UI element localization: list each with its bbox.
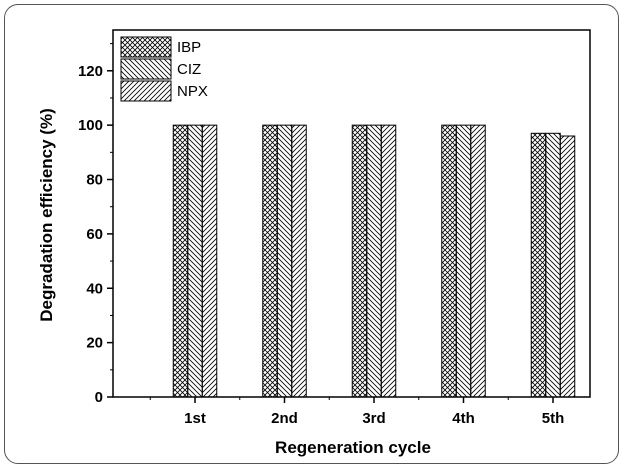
y-tick-label: 40 [86, 280, 103, 297]
bar-ibp-4th [441, 124, 457, 398]
y-tick-label: 20 [86, 335, 103, 352]
bar-npx-4th [470, 124, 486, 398]
bar-ciz-3rd [366, 124, 382, 398]
bar-ibp-2nd [262, 124, 278, 398]
x-tick-label: 2nd [271, 410, 298, 427]
legend-label-npx: NPX [177, 83, 208, 100]
x-axis-ticks: 1st 2nd 3rd 4th 5th [149, 397, 565, 427]
bar-npx-1st [201, 124, 218, 398]
x-axis-title: Regeneration cycle [275, 438, 431, 457]
x-tick-label: 4th [452, 410, 475, 427]
bar-ciz-2nd [276, 124, 293, 398]
legend-swatch-ibp [120, 36, 172, 58]
bar-npx-2nd [291, 124, 307, 398]
legend: IBP CIZ NPX [118, 34, 236, 104]
legend-swatch-ciz [120, 58, 172, 80]
y-tick-label: 120 [78, 63, 103, 80]
legend-label-ciz: CIZ [177, 61, 201, 78]
legend-swatch-npx [120, 80, 172, 102]
bar-ciz-4th [455, 124, 472, 398]
bar-ciz-5th [545, 132, 561, 398]
plot-area [112, 29, 591, 398]
bar-ibp-1st [172, 124, 189, 398]
axis-frame [112, 29, 591, 398]
x-tick-label: 1st [184, 410, 206, 427]
y-axis-ticks: 0 20 40 60 80 100 120 [78, 43, 113, 406]
bar-npx-5th [559, 135, 576, 398]
y-tick-label: 80 [86, 172, 103, 189]
bars-group [172, 124, 576, 398]
x-tick-label: 5th [542, 410, 565, 427]
y-tick-label: 0 [95, 389, 103, 406]
y-tick-label: 100 [78, 117, 103, 134]
bar-ibp-5th [530, 132, 547, 398]
y-tick-label: 60 [86, 226, 103, 243]
x-tick-label: 3rd [362, 410, 385, 427]
bar-npx-3rd [380, 124, 397, 398]
legend-label-ibp: IBP [177, 39, 201, 56]
bar-ciz-1st [187, 124, 203, 398]
bar-ibp-3rd [351, 124, 368, 398]
y-axis-title: Degradation efficiency (%) [37, 108, 56, 322]
